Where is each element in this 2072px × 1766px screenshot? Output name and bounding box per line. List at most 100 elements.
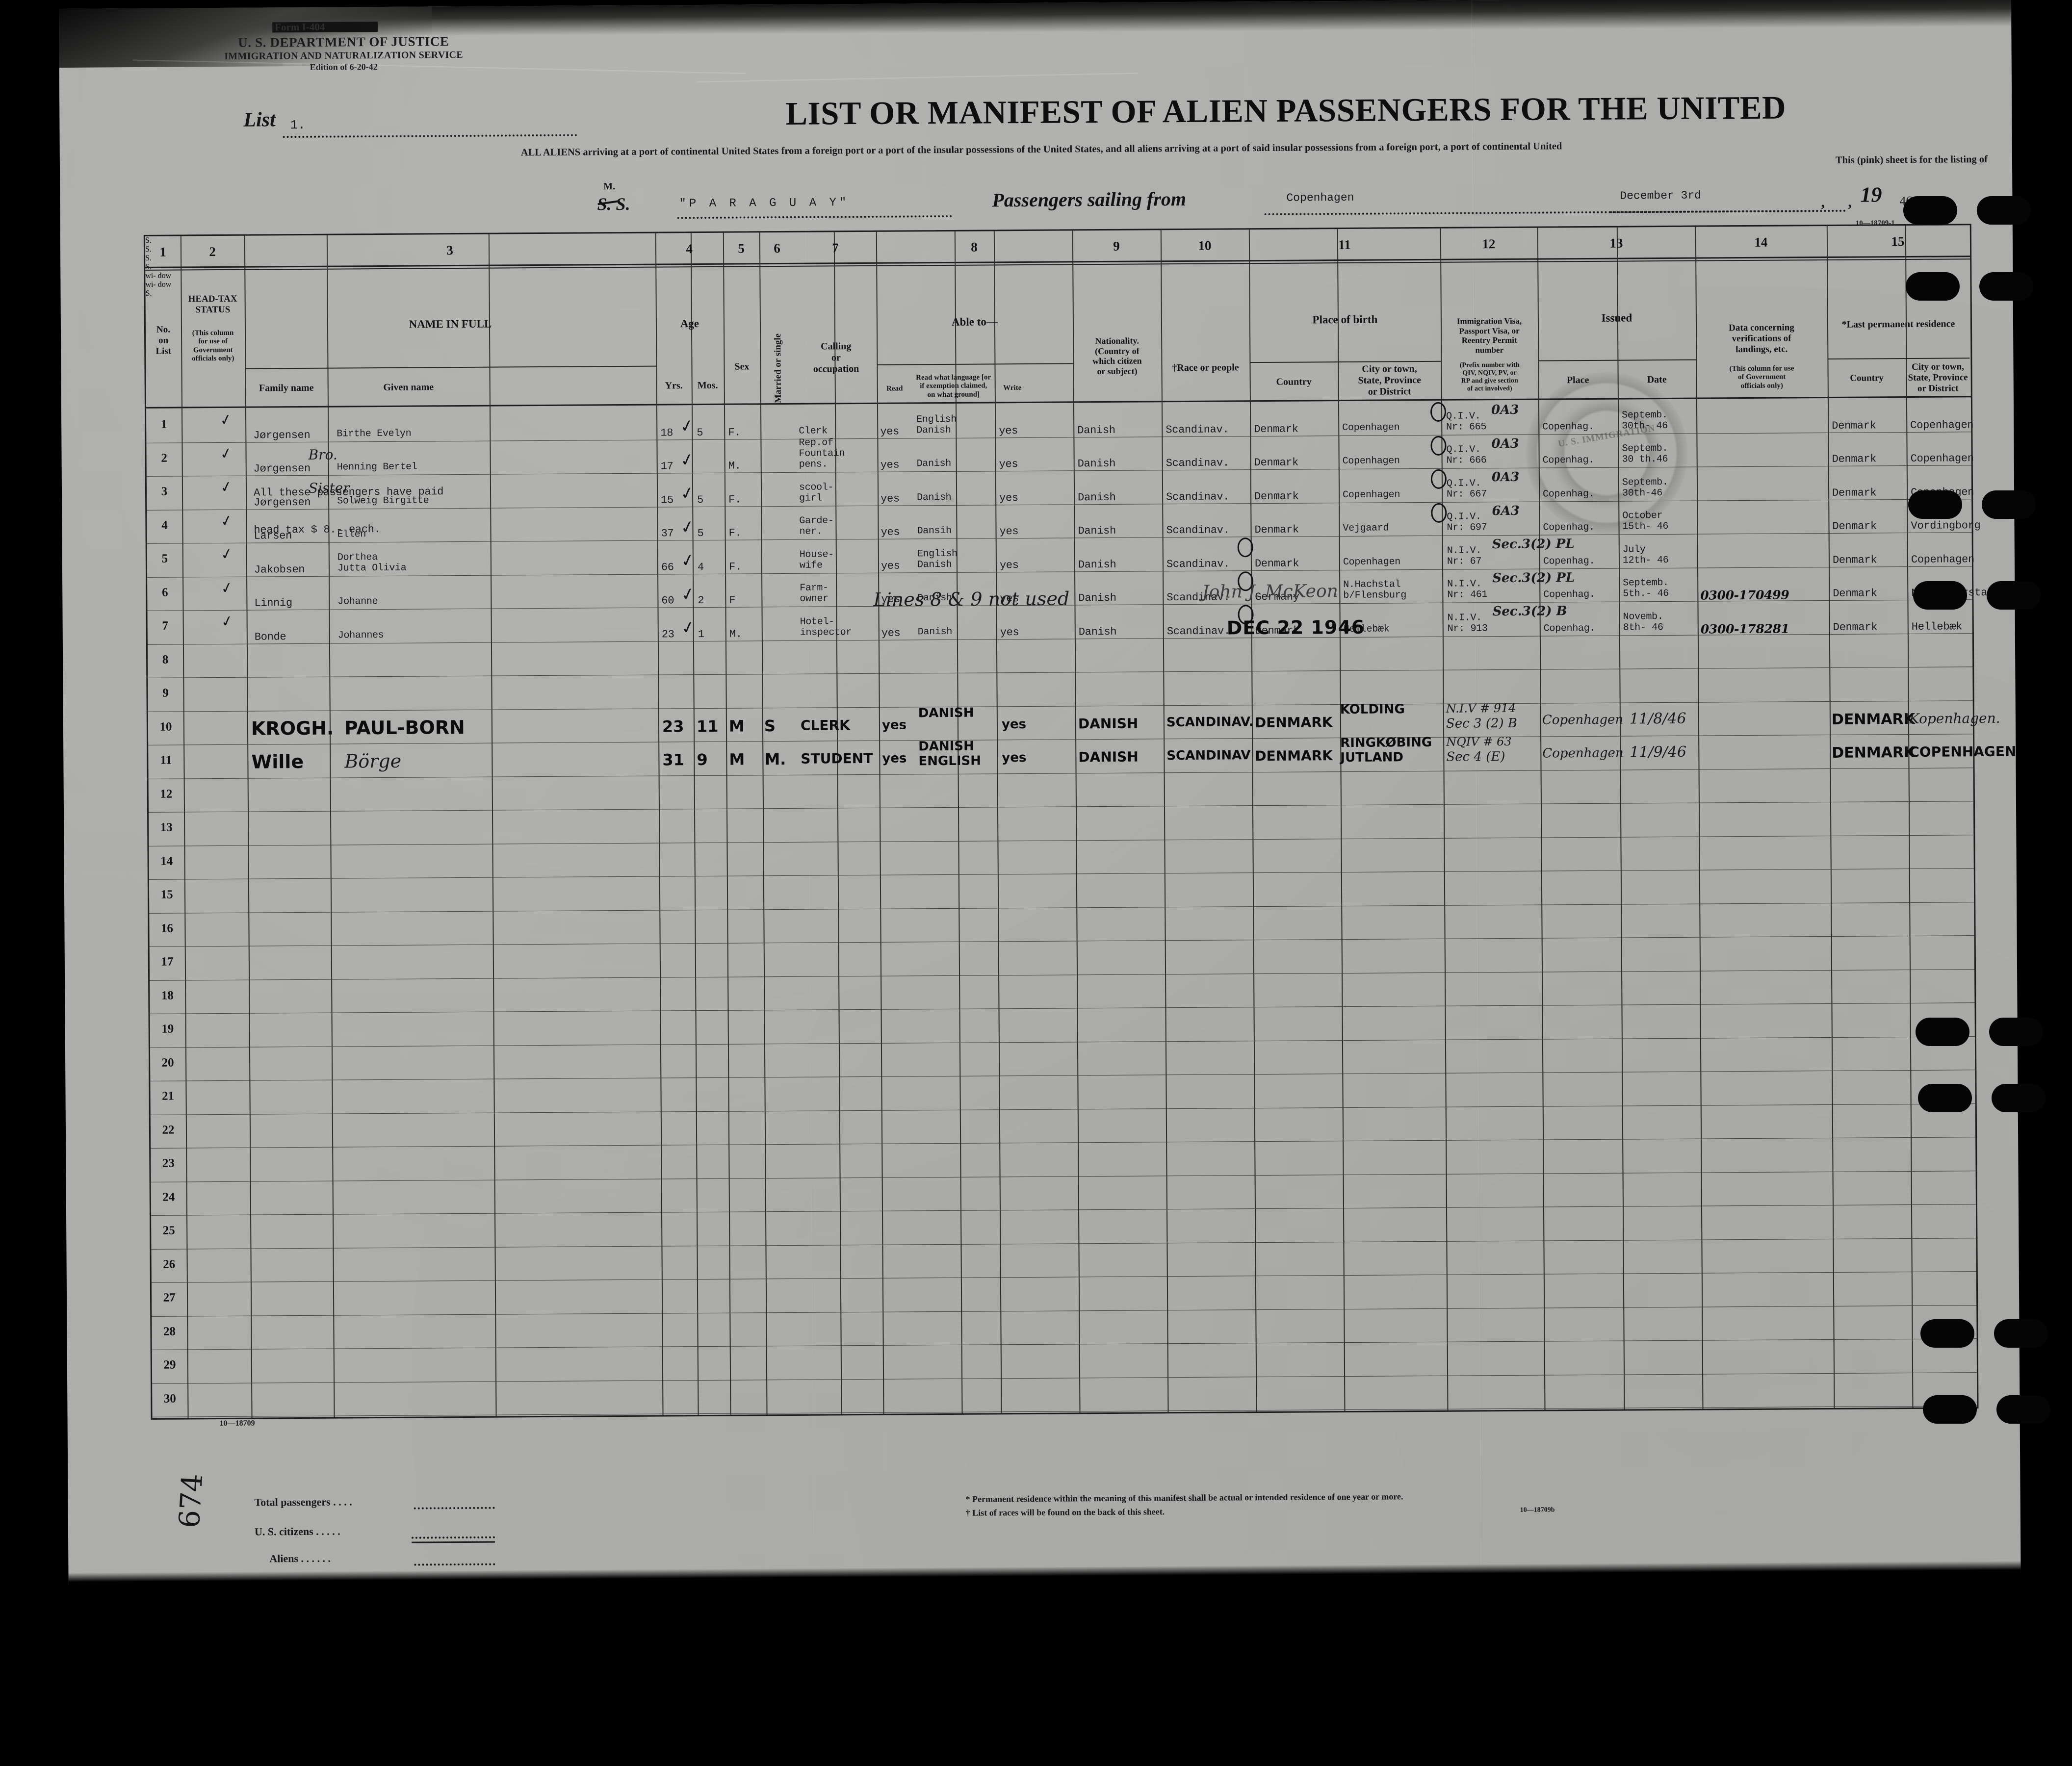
hw-visa-number: N.I.V # 914 — [1446, 701, 1516, 716]
cell-age-years: 37 — [661, 527, 674, 540]
hw-sex: M — [728, 716, 745, 736]
list-rule — [283, 134, 577, 138]
inspection-circle-mark — [1237, 537, 1253, 558]
cell-family-name: Bonde — [254, 630, 286, 643]
row-number: 23 — [162, 1156, 175, 1170]
cell-residence-country: Denmark — [1832, 486, 1877, 499]
inspection-circle-mark — [1430, 469, 1447, 489]
cell-sex: F. — [728, 561, 742, 573]
hw-age-months: 9 — [697, 750, 708, 769]
sailing-from-value: Copenhagen — [1286, 191, 1354, 205]
hw-race: SCANDINAV — [1166, 748, 1251, 764]
col-number-14: 14 — [1754, 234, 1768, 250]
header-col14: Data concerning verifications of landing… — [1729, 322, 1794, 355]
footnote-races: † List of races will be found on the bac… — [965, 1507, 1165, 1518]
us-citizens-rule2 — [412, 1541, 495, 1543]
cell-occupation: Farm- owner — [800, 582, 829, 605]
col-separator — [1248, 230, 1257, 1412]
hw-birth-country: DENMARK — [1255, 747, 1333, 765]
col-separator — [993, 231, 1002, 1413]
header-col10: †Race or people — [1172, 362, 1239, 374]
row-number: 24 — [162, 1190, 175, 1204]
hw-write-yes: yes — [1002, 750, 1027, 766]
header-col12: Immigration Visa, Passport Visa, or Reen… — [1456, 316, 1522, 355]
cell-sex: F. — [728, 426, 741, 439]
cell-birth-country: Denmark — [1254, 423, 1298, 435]
cell-write-yes: yes — [999, 525, 1019, 538]
hw-birth-country: DENMARK — [1254, 714, 1333, 731]
col-number-5: 5 — [738, 241, 745, 256]
cell-residence-city: Copenhagen — [1910, 418, 1974, 432]
cell-occupation: scool- girl — [799, 481, 834, 504]
hw-issued-date: 11/8/46 — [1629, 710, 1686, 727]
punch-hole — [1979, 272, 2033, 301]
inspector-signature: John J. McKeon — [1202, 581, 1338, 602]
col-number-2: 2 — [209, 244, 216, 259]
cell-age-months: 2 — [698, 594, 704, 607]
cell-birth-city: Copenhagen — [1343, 488, 1400, 501]
cell-nationality: Danish — [1077, 457, 1116, 470]
col-separator — [1072, 230, 1081, 1413]
col-separator — [690, 233, 699, 1415]
cell-verification: 0300-170499 — [1700, 588, 1789, 603]
cell-race: Scandinav. — [1166, 490, 1230, 503]
visa-section-annotation: Sec.3(2) PL — [1492, 570, 1575, 586]
cell-language: Dansih — [917, 525, 952, 537]
cell-residence-country: Denmark — [1832, 419, 1876, 432]
cell-sex: F. — [728, 527, 742, 539]
header-subrule — [1827, 358, 1970, 359]
header-col8-write: Write — [1003, 384, 1022, 392]
row-number: 7 — [162, 619, 169, 633]
cell-occupation: Clerk — [799, 425, 828, 437]
ship-name-value: "P A R A G U A Y" — [679, 196, 850, 211]
col-number-13: 13 — [1609, 235, 1623, 251]
cell-family-name: Jakobsen — [254, 563, 305, 576]
cell-residence-city: Vordingborg — [1911, 519, 1981, 532]
hw-given-name: Börge — [344, 750, 402, 772]
cell-visa-number: Q.I.V. Nr: 666 — [1446, 444, 1487, 466]
cell-age-months: 5 — [697, 426, 703, 439]
cell-residence-city: Copenhagen — [1911, 553, 1975, 566]
cell-residence-country: Denmark — [1832, 453, 1877, 465]
form-number-struck-text: Form I-404 — [275, 21, 325, 33]
head-tax-check-icon: ✓ — [219, 544, 235, 564]
hw-occupation: STUDENT — [801, 750, 873, 767]
footnote-code: 10—18709b — [1520, 1506, 1555, 1514]
row-number: 18 — [161, 989, 174, 1002]
sailing-date-rule — [1610, 209, 1846, 213]
header-col12-note: (Prefix number with QIV, NQIV, PV, or RP… — [1459, 361, 1520, 393]
cell-occupation: Hotel- inspector — [800, 615, 852, 639]
row-number: 21 — [161, 1089, 175, 1103]
col-separator — [954, 231, 963, 1413]
col-separator — [1905, 226, 1914, 1408]
punch-hole — [1906, 272, 1960, 301]
row-number: 20 — [161, 1056, 174, 1070]
header-col1: No. on List — [155, 324, 172, 357]
cell-residence-country: Denmark — [1832, 520, 1877, 533]
list-number-value: 1. — [290, 117, 306, 133]
hw-visa-section: Sec 3 (2) B — [1446, 716, 1518, 731]
row-number: 22 — [162, 1123, 175, 1137]
edition-line: Edition of 6-20-42 — [310, 62, 378, 72]
head-tax-check-icon: ✓ — [218, 410, 234, 430]
cell-sex: F — [729, 594, 736, 607]
typed-note-line8: All these passengers have paid — [253, 486, 444, 499]
cell-given-name: Johanne — [337, 596, 378, 608]
hw-birth-city: KOLDING — [1340, 701, 1405, 717]
age-check-icon: ✓ — [679, 583, 697, 606]
hw-marital: M. — [764, 749, 786, 769]
head-tax-check-icon: ✓ — [219, 578, 235, 598]
hw-residence-country: DENMARK — [1832, 743, 1916, 762]
cell-nationality: Danish — [1078, 625, 1117, 638]
hw-occupation: CLERK — [800, 717, 850, 734]
row-number: 11 — [160, 753, 172, 767]
cell-issued-date: Novemb. 8th- 46 — [1623, 611, 1663, 634]
col-separator — [1826, 226, 1835, 1408]
col-separator — [655, 233, 664, 1415]
service-title: IMMIGRATION AND NATURALIZATION SERVICE — [224, 49, 464, 62]
col-separator — [1695, 227, 1704, 1409]
cell-nationality: Danish — [1078, 491, 1116, 504]
header-col2-title: HEAD-TAX STATUS — [188, 293, 237, 315]
row-number: 26 — [163, 1257, 176, 1271]
cell-given-name: Dorthea Jutta Olivia — [337, 551, 407, 574]
